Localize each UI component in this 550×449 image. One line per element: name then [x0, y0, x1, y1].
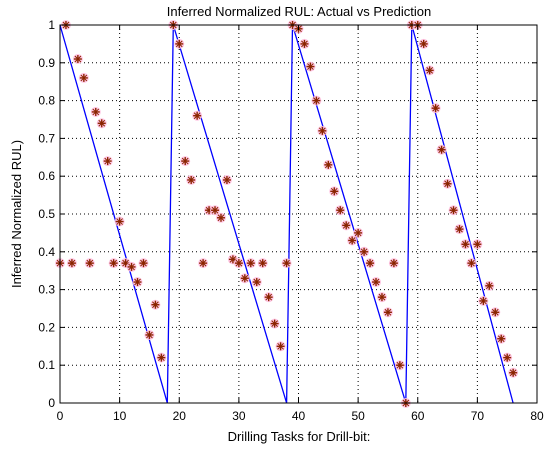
prediction-series [55, 20, 519, 408]
prediction-point [66, 258, 77, 269]
prediction-point [263, 292, 274, 303]
prediction-point [90, 106, 101, 117]
prediction-point [186, 174, 197, 185]
prediction-point [198, 258, 209, 269]
prediction-point [442, 178, 453, 189]
prediction-point [269, 318, 280, 329]
prediction-point [299, 38, 310, 49]
prediction-point [132, 277, 143, 288]
prediction-point [275, 341, 286, 352]
prediction-point [371, 277, 382, 288]
prediction-point [466, 258, 477, 269]
y-tick-label: 0.6 [38, 169, 55, 183]
prediction-point [347, 235, 358, 246]
prediction-point [150, 299, 161, 310]
y-tick-label: 0.4 [38, 245, 55, 259]
y-tick-label: 0.2 [38, 320, 55, 334]
x-axis-label: Drilling Tasks for Drill-bit: [228, 429, 371, 444]
actual-line [59, 24, 514, 404]
x-tick-label: 20 [173, 409, 187, 423]
prediction-point [478, 295, 489, 306]
prediction-point [341, 220, 352, 231]
y-tick-label: 1 [48, 18, 55, 32]
prediction-point [508, 367, 519, 378]
x-tick-label: 80 [530, 409, 544, 423]
chart-title: Inferred Normalized RUL: Actual vs Predi… [167, 4, 431, 19]
prediction-point [96, 118, 107, 129]
y-tick-label: 0.5 [38, 207, 55, 221]
prediction-point [108, 258, 119, 269]
prediction-point [359, 246, 370, 257]
prediction-point [221, 174, 232, 185]
actual-series [59, 24, 514, 404]
y-axis-label: Inferred Normalized RUL) [9, 140, 24, 288]
y-tick-label: 0 [48, 396, 55, 410]
axis-ticks: 0 10 20 30 40 50 60 70 80 0 0.1 0.2 0.3 0.4 0.5 0.6 0.7 0… [38, 18, 544, 423]
prediction-point [454, 224, 465, 235]
prediction-point [311, 95, 322, 106]
prediction-point [496, 333, 507, 344]
prediction-point [323, 159, 334, 170]
y-tick-label: 0.3 [38, 283, 55, 297]
prediction-point [144, 329, 155, 340]
prediction-point [239, 273, 250, 284]
prediction-point [424, 65, 435, 76]
prediction-point [388, 258, 399, 269]
prediction-point [460, 239, 471, 250]
prediction-point [382, 307, 393, 318]
prediction-point [448, 205, 459, 216]
prediction-point [257, 258, 268, 269]
prediction-point [102, 156, 113, 167]
prediction-point [418, 38, 429, 49]
prediction-point [210, 205, 221, 216]
prediction-point [114, 216, 125, 227]
prediction-point [490, 307, 501, 318]
x-tick-label: 60 [411, 409, 425, 423]
prediction-point [245, 258, 256, 269]
prediction-point [156, 352, 167, 363]
prediction-point [281, 258, 292, 269]
x-tick-label: 30 [232, 409, 246, 423]
prediction-point [394, 360, 405, 371]
prediction-point [305, 61, 316, 72]
prediction-point [138, 258, 149, 269]
prediction-point [215, 212, 226, 223]
prediction-point [430, 103, 441, 114]
x-tick-label: 10 [113, 409, 127, 423]
prediction-point [472, 239, 483, 250]
y-tick-label: 0.9 [38, 56, 55, 70]
x-tick-label: 40 [292, 409, 306, 423]
prediction-point [84, 258, 95, 269]
prediction-point [227, 254, 238, 265]
prediction-point [353, 227, 364, 238]
prediction-point [365, 258, 376, 269]
x-tick-label: 50 [351, 409, 365, 423]
prediction-point [376, 292, 387, 303]
prediction-point [251, 277, 262, 288]
y-tick-label: 0.8 [38, 94, 55, 108]
x-tick-label: 70 [471, 409, 485, 423]
prediction-point [126, 261, 137, 272]
prediction-point [502, 352, 513, 363]
y-tick-label: 0.1 [38, 358, 55, 372]
prediction-point [436, 144, 447, 155]
prediction-point [329, 186, 340, 197]
prediction-point [78, 72, 89, 83]
prediction-point [192, 110, 203, 121]
x-tick-label: 0 [57, 409, 64, 423]
prediction-point [174, 38, 185, 49]
prediction-point [317, 125, 328, 136]
y-tick-label: 0.7 [38, 131, 55, 145]
prediction-point [233, 258, 244, 269]
prediction-point [180, 156, 191, 167]
prediction-point [72, 54, 83, 65]
prediction-point [484, 280, 495, 291]
prediction-point [335, 205, 346, 216]
